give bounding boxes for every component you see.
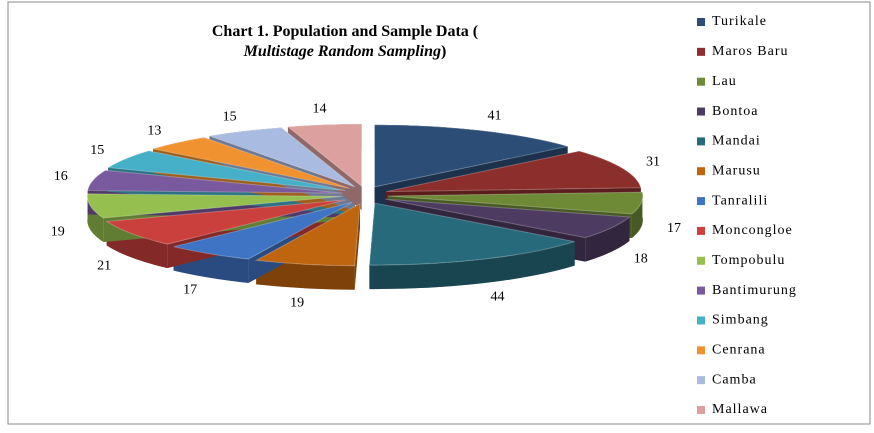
data-label: 15: [90, 143, 104, 158]
legend-label: Lau: [712, 74, 737, 89]
legend-label: Moncongloe: [712, 223, 793, 238]
legend-label: Mandai: [712, 134, 761, 149]
slice-shade: [87, 193, 104, 243]
legend-label: Bantimurung: [712, 283, 797, 298]
slice-side: [369, 241, 575, 290]
legend-label: Turikale: [712, 14, 767, 29]
slice: [386, 150, 642, 193]
slice-shade: [369, 241, 575, 290]
slice: [374, 124, 568, 188]
legend-swatch: [697, 167, 705, 176]
slice: [173, 201, 353, 260]
legend-swatch: [697, 47, 705, 56]
legend-label: Tanralili: [712, 193, 768, 208]
data-label: 21: [97, 258, 111, 273]
legend-label: Simbang: [712, 313, 769, 328]
title-part: Chart 1. Population and Sample Data (: [212, 23, 478, 40]
legend-label: Maros Baru: [712, 44, 789, 59]
slice-side: [256, 260, 355, 290]
data-label: 17: [183, 283, 197, 298]
legend-swatch: [697, 107, 705, 116]
data-label: 14: [313, 102, 327, 117]
legend-swatch: [697, 226, 705, 235]
slice-shade: [585, 217, 630, 262]
slice: [368, 202, 575, 266]
data-label: 18: [634, 251, 648, 266]
title-part: ): [441, 43, 446, 60]
slice-shade: [631, 192, 643, 238]
legend-swatch: [697, 406, 705, 414]
chart-title: Multistage Random Sampling): [243, 43, 447, 60]
legend-label: Cenrana: [712, 343, 766, 358]
slice: [254, 202, 361, 267]
data-label: 15: [223, 109, 237, 124]
legend-swatch: [697, 197, 705, 206]
slice: [87, 169, 343, 194]
data-label: 19: [290, 296, 304, 311]
legend-label: Bontoa: [712, 104, 758, 119]
data-label: 16: [54, 169, 68, 184]
slice: [209, 127, 356, 188]
legend-label: Tompobulu: [712, 253, 785, 268]
legend-label: Camba: [712, 372, 757, 387]
slice: [105, 199, 346, 245]
legend-swatch: [697, 137, 705, 146]
slice: [86, 193, 343, 219]
data-label: 41: [488, 109, 502, 124]
legend-swatch: [697, 256, 705, 265]
title-part: Multistage Random Sampling: [243, 43, 441, 60]
slice-side: [585, 217, 630, 262]
data-label: 44: [490, 289, 504, 304]
legend-label: Mallawa: [712, 402, 768, 417]
legend-swatch: [697, 77, 705, 86]
slice: [385, 198, 631, 239]
legend-swatch: [697, 18, 705, 26]
data-label: 31: [646, 155, 660, 170]
slice: [387, 191, 644, 215]
legend-swatch: [697, 286, 705, 295]
data-label: 19: [51, 225, 65, 240]
slice: [286, 123, 363, 188]
legend-label: Marusu: [712, 163, 761, 178]
slice-shade: [256, 260, 355, 290]
data-label: 13: [147, 124, 161, 139]
slice: [106, 150, 346, 191]
slice: [152, 137, 350, 189]
slice-side: [87, 193, 104, 243]
legend-swatch: [697, 346, 705, 355]
data-label: 17: [667, 221, 681, 236]
chart-title: Chart 1. Population and Sample Data (: [212, 23, 478, 40]
slice-side: [631, 192, 643, 238]
legend-swatch: [697, 376, 705, 385]
legend-swatch: [697, 316, 705, 325]
